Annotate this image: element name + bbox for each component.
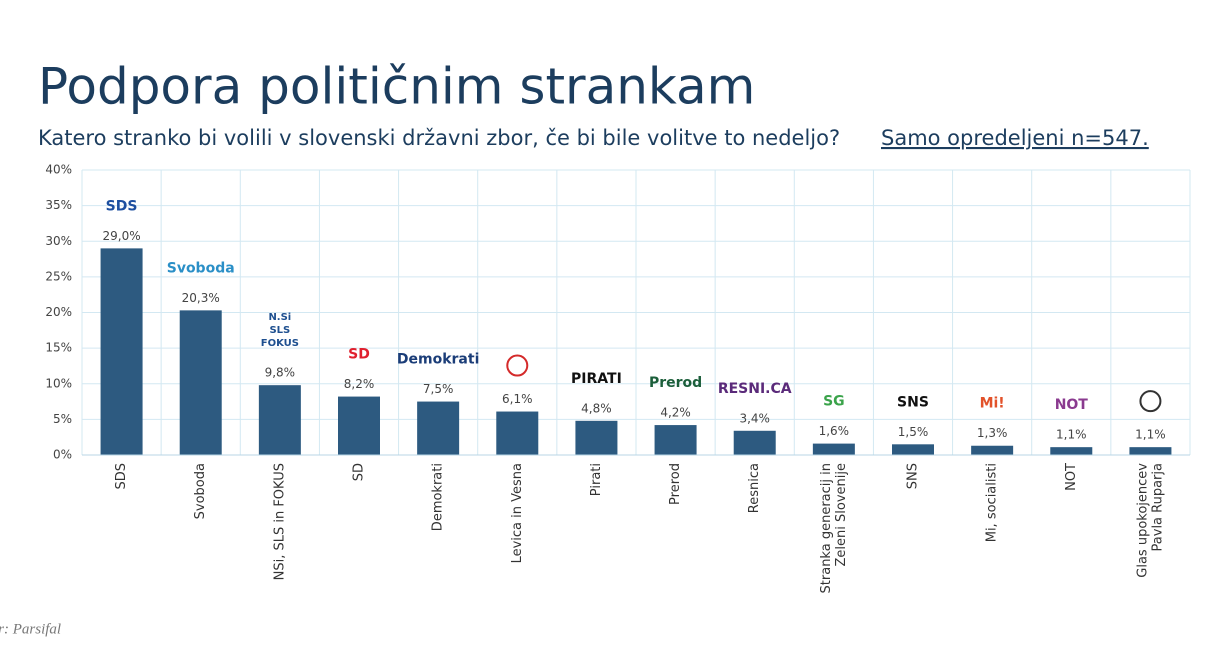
party-logo [1139,390,1162,413]
value-label: 1,5% [898,425,929,439]
y-tick-label: 10% [45,376,72,390]
source: ír: Parsifal [0,621,61,637]
party-logo-text: SLS [269,325,290,336]
value-label: 6,1% [502,392,533,406]
subtitle-link[interactable]: Samo opredeljeni n=547. [881,126,1149,150]
bar [100,248,143,455]
bar [1129,447,1172,455]
bar [1050,447,1093,455]
party-logo-text: SDS [106,198,138,214]
x-tick-label: SD [352,463,367,481]
bar [338,396,380,455]
x-tick-label: Prerod [668,463,683,505]
value-label: 4,2% [660,406,691,420]
value-label: 1,1% [1135,428,1166,442]
party-logo-text: SNS [897,394,929,410]
bar [179,310,222,455]
x-tick-label: SNS [906,463,921,489]
party-logo-text: PIRATI [571,371,622,387]
y-tick-label: 35% [45,198,72,212]
party-logo-text: Mi! [980,396,1005,412]
y-tick-label: 30% [45,234,72,248]
bar [733,430,776,455]
y-tick-label: 20% [45,305,72,319]
bar [575,420,618,455]
value-label: 9,8% [265,366,296,380]
x-tick-label: NOT [1064,463,1079,491]
party-logo-text: N.Si [268,312,291,323]
value-label: 1,3% [977,426,1008,440]
value-label: 1,6% [819,424,850,438]
bar [258,385,301,455]
x-tick-label: Zeleni Slovenije [834,463,849,566]
y-tick-label: 40% [45,163,72,177]
x-tick-label: SDS [114,463,129,490]
party-logo-text: FOKUS [261,338,299,349]
x-tick-label: Pirati [589,463,604,496]
x-tick-label: Mi, socialisti [985,463,1000,542]
chart-title: Podpora političnim strankam [38,58,755,116]
value-label: 1,1% [1056,428,1087,442]
bar [892,444,934,455]
party-logo [506,354,529,377]
value-label: 20,3% [182,291,220,305]
y-tick-label: 25% [45,269,72,283]
x-tick-label: Demokrati [431,463,446,531]
x-tick-label: Resnica [747,463,762,513]
party-logo-text: RESNI.CA [718,381,792,397]
bar [654,425,697,455]
y-tick-label: 5% [53,412,72,426]
bar [812,443,855,455]
party-logo-text: Svoboda [167,260,235,276]
bar [417,401,460,455]
party-logo-text: SD [348,347,370,363]
party-logo-text: SG [823,394,845,410]
x-tick-label: Glas upokojencev [1135,463,1150,578]
value-label: 3,4% [739,411,770,425]
y-tick-label: 15% [45,341,72,355]
chart-subtitle: Katero stranko bi volili v slovenski drž… [38,126,840,150]
value-label: 4,8% [581,401,612,415]
x-tick-label: Svoboda [193,463,208,519]
value-label: 7,5% [423,382,454,396]
bar [971,445,1014,455]
x-tick-label: Pavla Ruparja [1150,463,1165,551]
party-logo-text: NOT [1055,397,1089,413]
value-label: 29,0% [103,229,141,243]
x-tick-label: Stranka generacij in [819,463,834,593]
x-tick-label: NSi, SLS in FOKUS [272,463,287,580]
x-tick-label: Levica in Vesna [510,463,525,563]
bar [496,411,539,455]
party-logo-text: Demokrati [397,352,479,368]
y-tick-label: 0% [53,448,72,462]
value-label: 8,2% [344,377,375,391]
party-logo-text: Prerod [649,375,702,391]
